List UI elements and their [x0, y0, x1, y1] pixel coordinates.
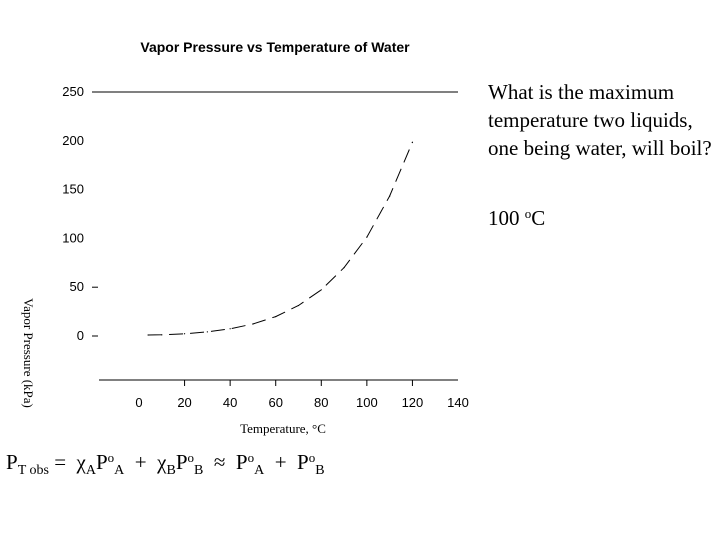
answer-unit: C: [531, 206, 546, 230]
data-point-0-9: [343, 266, 345, 269]
x-tick-label-100: 100: [356, 395, 378, 410]
data-point-0-4: [229, 328, 231, 330]
y-tick-label-150: 150: [62, 182, 84, 197]
x-tick-label-60: 60: [268, 395, 282, 410]
series-group: [147, 141, 414, 336]
x-tick-label-140: 140: [447, 395, 469, 410]
data-point-0-6: [275, 315, 277, 318]
data-point-0-1: [161, 334, 163, 336]
data-point-0-10: [366, 236, 368, 238]
data-point-0-8: [320, 289, 322, 291]
series-line-0: [148, 142, 413, 336]
data-point-0-5: [252, 323, 254, 325]
x-tick-label-80: 80: [314, 395, 328, 410]
y-tick-label-50: 50: [70, 279, 84, 294]
x-axis: 0 20 40 60 80 100 120 140: [99, 379, 469, 410]
data-point-0-0: [147, 334, 149, 336]
data-point-0-2: [183, 333, 186, 335]
x-tick-label-0: 0: [135, 395, 142, 410]
y-tick-label-200: 200: [62, 133, 84, 148]
x-axis-label: Temperature, °C: [240, 421, 326, 436]
y-axis: 0 50 100 150 200 250: [62, 84, 98, 343]
x-tick-label-40: 40: [223, 395, 237, 410]
answer-degree: o: [524, 206, 532, 221]
answer-value: 100: [488, 206, 520, 230]
answer-text: 100 oC: [488, 206, 545, 231]
data-point-0-3: [206, 331, 208, 333]
question-text: What is the maximum temperature two liqu…: [488, 80, 712, 160]
x-tick-label-120: 120: [402, 395, 424, 410]
y-tick-label-100: 100: [62, 230, 84, 245]
y-tick-label-0: 0: [77, 328, 84, 343]
y-tick-label-250: 250: [62, 84, 84, 99]
chart-title: Vapor Pressure vs Temperature of Water: [140, 39, 410, 55]
x-tick-label-20: 20: [177, 395, 191, 410]
data-point-0-12: [411, 141, 414, 143]
y-axis-label: Vapor Pressure (kPa): [21, 298, 36, 408]
data-point-0-7: [297, 304, 300, 307]
raoult-equation: PT obs = χAPoA + χBPoB ≈ PoA + PoB: [6, 450, 325, 478]
data-point-0-11: [389, 195, 391, 197]
